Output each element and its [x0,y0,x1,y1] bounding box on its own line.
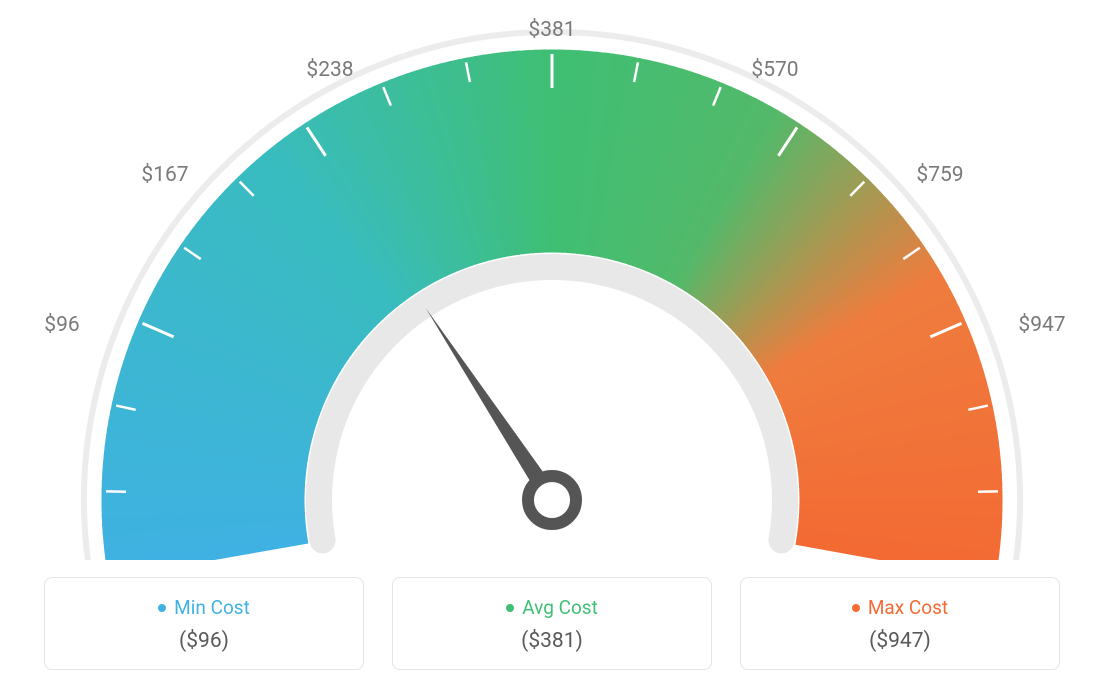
chart-container: $96 $167 $238 $381 $570 $759 $947 Min Cost ($9… [0,0,1104,690]
tick-label: $947 [1018,313,1065,337]
tick-label: $167 [141,163,188,187]
legend-value-avg: ($381) [413,629,691,653]
legend-card-min: Min Cost ($96) [44,577,364,670]
legend-value-min: ($96) [65,629,343,653]
legend-card-avg: Avg Cost ($381) [392,577,712,670]
legend-label-avg: Avg Cost [522,596,598,619]
tick-label: $96 [44,313,79,337]
tick-label: $570 [751,58,798,82]
tick-label: $238 [306,58,353,82]
legend-label-row: Avg Cost [413,596,691,619]
gauge-svg [0,0,1104,560]
legend-label-min: Min Cost [174,596,250,619]
legend-value-max: ($947) [761,629,1039,653]
legend-card-max: Max Cost ($947) [740,577,1060,670]
legend-dot-avg [506,604,514,612]
tick-label: $759 [916,163,963,187]
legend-label-max: Max Cost [868,596,948,619]
legend-row: Min Cost ($96) Avg Cost ($381) Max Cost … [0,577,1104,670]
legend-dot-max [852,604,860,612]
tick-label: $381 [528,18,575,42]
legend-dot-min [158,604,166,612]
gauge-area: $96 $167 $238 $381 $570 $759 $947 [0,0,1104,560]
legend-label-row: Min Cost [65,596,343,619]
legend-label-row: Max Cost [761,596,1039,619]
